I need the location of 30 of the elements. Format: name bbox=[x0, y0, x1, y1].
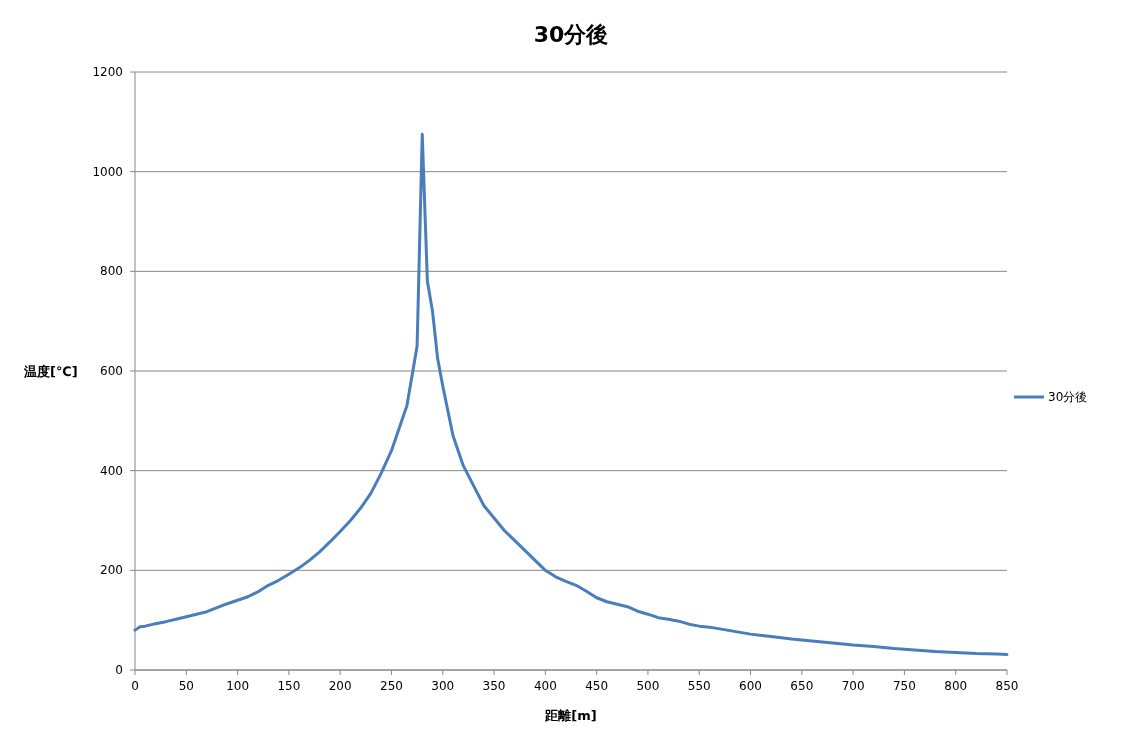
x-tick-label: 300 bbox=[431, 679, 455, 693]
x-tick-label: 800 bbox=[944, 679, 968, 693]
y-tick-label: 1200 bbox=[92, 65, 123, 79]
y-tick-label: 1000 bbox=[92, 164, 123, 179]
x-tick-label: 700 bbox=[841, 679, 865, 693]
y-axis-title: 温度[℃] bbox=[23, 364, 78, 379]
x-axis-title: 距離[m] bbox=[544, 708, 597, 723]
y-tick-label: 0 bbox=[115, 663, 123, 677]
x-tick-label: 0 bbox=[131, 679, 139, 693]
x-tick-label: 550 bbox=[687, 679, 711, 693]
x-tick-label: 350 bbox=[482, 679, 506, 693]
y-tick-label: 200 bbox=[100, 563, 123, 578]
x-tick-label: 500 bbox=[636, 679, 660, 693]
x-tick-label: 600 bbox=[739, 679, 762, 693]
chart-title: 30分後 bbox=[533, 22, 609, 47]
x-tick-label: 850 bbox=[995, 679, 1019, 693]
line-series bbox=[133, 132, 1009, 657]
x-tick-label: 100 bbox=[226, 679, 250, 693]
x-tick-label: 750 bbox=[892, 679, 916, 693]
x-tick-label: 50 bbox=[178, 679, 194, 693]
x-tick-label: 150 bbox=[277, 679, 301, 693]
x-tick-label: 200 bbox=[328, 679, 352, 693]
x-tick-label: 650 bbox=[790, 679, 814, 693]
x-tick-label: 400 bbox=[533, 679, 557, 693]
y-tick-label: 800 bbox=[100, 264, 123, 279]
y-tick-label: 400 bbox=[100, 463, 123, 478]
y-tick-label: 600 bbox=[100, 364, 123, 378]
legend-label: 30分後 bbox=[1048, 390, 1088, 404]
x-tick-label: 250 bbox=[380, 679, 403, 693]
x-tick-label: 450 bbox=[585, 679, 609, 693]
